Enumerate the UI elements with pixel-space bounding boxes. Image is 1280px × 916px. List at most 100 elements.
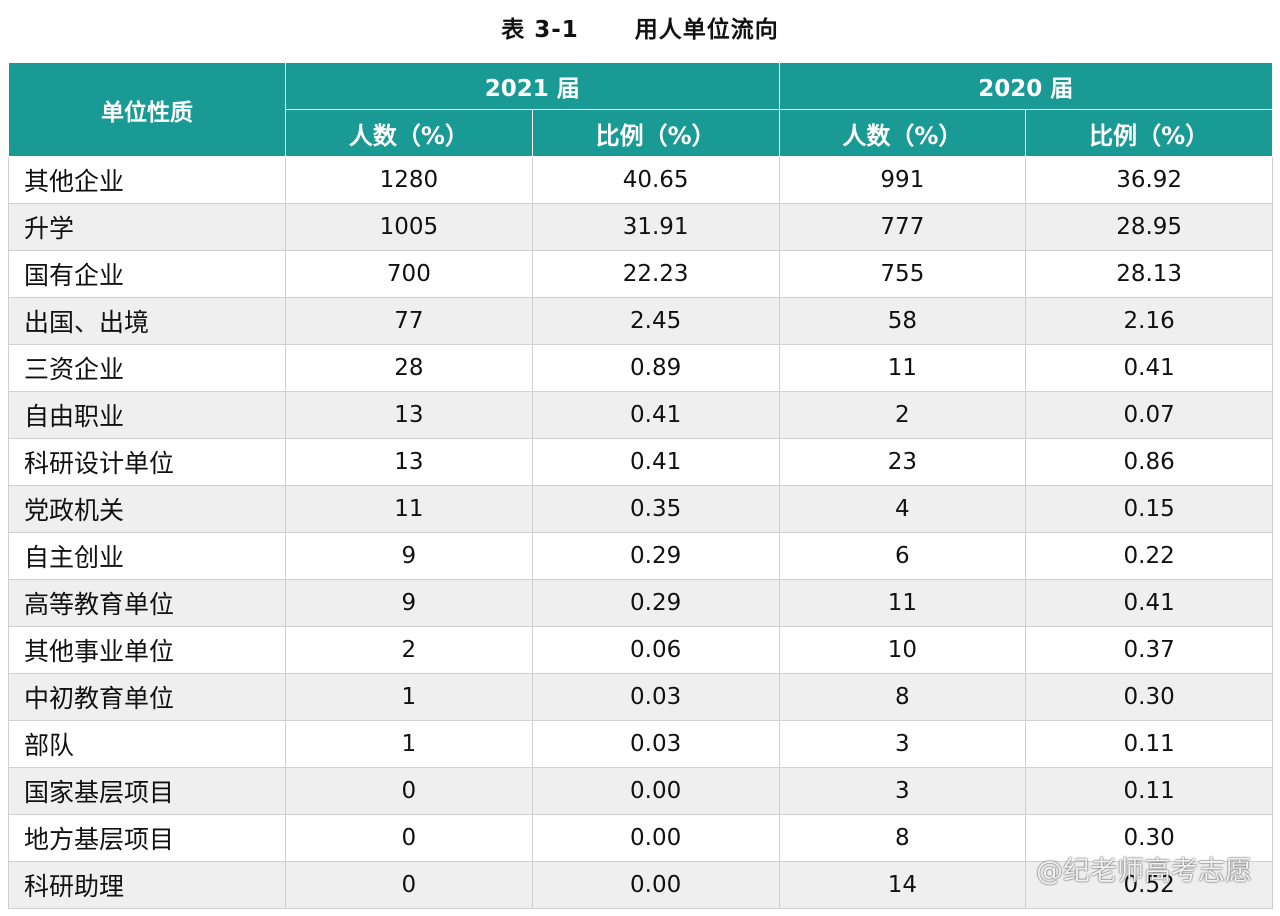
count-2020-cell: 6 <box>778 532 1027 580</box>
table-body: 其他企业 1280 40.65 991 36.92 升学 1005 31.91 777 28.95… <box>8 156 1273 909</box>
ratio-2020-cell: 0.11 <box>1025 767 1273 815</box>
count-2021-cell: 11 <box>285 485 533 533</box>
unit-type-cell: 国家基层项目 <box>8 767 286 815</box>
table-row: 党政机关 11 0.35 4 0.15 <box>8 485 1273 533</box>
table-row: 国家基层项目 0 0.00 3 0.11 <box>8 767 1273 815</box>
count-2020-cell: 10 <box>778 626 1027 674</box>
ratio-2021-cell: 40.65 <box>531 156 780 204</box>
header-2020-count: 人数（%） <box>778 109 1027 157</box>
count-2021-cell: 1 <box>285 673 533 721</box>
ratio-2020-cell: 36.92 <box>1025 156 1273 204</box>
table-row: 地方基层项目 0 0.00 8 0.30 <box>8 814 1273 862</box>
count-2021-cell: 2 <box>285 626 533 674</box>
header-group-2021: 2021 届 <box>285 62 780 110</box>
header-2021-count: 人数（%） <box>285 109 533 157</box>
count-2021-cell: 0 <box>285 861 533 909</box>
count-2020-cell: 23 <box>778 438 1027 486</box>
unit-type-cell: 部队 <box>8 720 286 768</box>
table-row: 升学 1005 31.91 777 28.95 <box>8 203 1273 251</box>
unit-type-cell: 其他事业单位 <box>8 626 286 674</box>
table-row: 三资企业 28 0.89 11 0.41 <box>8 344 1273 392</box>
header-2020-ratio: 比例（%） <box>1025 109 1273 157</box>
ratio-2020-cell: 0.41 <box>1025 344 1273 392</box>
count-2020-cell: 3 <box>778 767 1027 815</box>
count-2020-cell: 14 <box>778 861 1027 909</box>
count-2021-cell: 0 <box>285 767 533 815</box>
ratio-2020-cell: 28.95 <box>1025 203 1273 251</box>
count-2021-cell: 1 <box>285 720 533 768</box>
table-row: 其他企业 1280 40.65 991 36.92 <box>8 156 1273 204</box>
unit-type-cell: 科研设计单位 <box>8 438 286 486</box>
table-row: 国有企业 700 22.23 755 28.13 <box>8 250 1273 298</box>
ratio-2021-cell: 0.89 <box>531 344 780 392</box>
table-row: 高等教育单位 9 0.29 11 0.41 <box>8 579 1273 627</box>
unit-type-cell: 国有企业 <box>8 250 286 298</box>
unit-type-cell: 自由职业 <box>8 391 286 439</box>
count-2021-cell: 28 <box>285 344 533 392</box>
count-2021-cell: 9 <box>285 579 533 627</box>
count-2020-cell: 11 <box>778 579 1027 627</box>
unit-type-cell: 出国、出境 <box>8 297 286 345</box>
unit-type-cell: 其他企业 <box>8 156 286 204</box>
count-2021-cell: 1005 <box>285 203 533 251</box>
ratio-2021-cell: 0.03 <box>531 673 780 721</box>
ratio-2020-cell: 0.52 <box>1025 861 1273 909</box>
table-row: 自主创业 9 0.29 6 0.22 <box>8 532 1273 580</box>
table-title: 用人单位流向 <box>634 17 779 43</box>
ratio-2020-cell: 0.11 <box>1025 720 1273 768</box>
table-row: 科研助理 0 0.00 14 0.52 <box>8 861 1273 909</box>
table-row: 其他事业单位 2 0.06 10 0.37 <box>8 626 1273 674</box>
unit-type-cell: 三资企业 <box>8 344 286 392</box>
header-group-2020: 2020 届 <box>778 62 1273 110</box>
count-2020-cell: 991 <box>778 156 1027 204</box>
ratio-2020-cell: 2.16 <box>1025 297 1273 345</box>
ratio-2021-cell: 0.29 <box>531 532 780 580</box>
ratio-2021-cell: 0.00 <box>531 861 780 909</box>
count-2021-cell: 700 <box>285 250 533 298</box>
ratio-2021-cell: 2.45 <box>531 297 780 345</box>
ratio-2020-cell: 0.15 <box>1025 485 1273 533</box>
ratio-2020-cell: 0.41 <box>1025 579 1273 627</box>
count-2020-cell: 4 <box>778 485 1027 533</box>
table-row: 中初教育单位 1 0.03 8 0.30 <box>8 673 1273 721</box>
count-2021-cell: 13 <box>285 438 533 486</box>
table-row: 自由职业 13 0.41 2 0.07 <box>8 391 1273 439</box>
ratio-2021-cell: 0.00 <box>531 767 780 815</box>
watermark: @纪老师高考志愿 <box>1036 856 1252 887</box>
ratio-2020-cell: 0.37 <box>1025 626 1273 674</box>
count-2020-cell: 2 <box>778 391 1027 439</box>
header-unit-type: 单位性质 <box>8 62 286 157</box>
count-2020-cell: 755 <box>778 250 1027 298</box>
unit-type-cell: 升学 <box>8 203 286 251</box>
table-number: 表 3-1 <box>501 17 579 43</box>
ratio-2021-cell: 0.41 <box>531 438 780 486</box>
table-caption: 表 3-1 用人单位流向 <box>0 12 1280 48</box>
ratio-2020-cell: 0.30 <box>1025 673 1273 721</box>
ratio-2021-cell: 0.35 <box>531 485 780 533</box>
count-2021-cell: 1280 <box>285 156 533 204</box>
unit-type-cell: 科研助理 <box>8 861 286 909</box>
ratio-2021-cell: 31.91 <box>531 203 780 251</box>
ratio-2021-cell: 22.23 <box>531 250 780 298</box>
ratio-2020-cell: 28.13 <box>1025 250 1273 298</box>
table-row: 部队 1 0.03 3 0.11 <box>8 720 1273 768</box>
count-2020-cell: 777 <box>778 203 1027 251</box>
count-2020-cell: 3 <box>778 720 1027 768</box>
count-2020-cell: 8 <box>778 814 1027 862</box>
count-2021-cell: 77 <box>285 297 533 345</box>
ratio-2021-cell: 0.00 <box>531 814 780 862</box>
ratio-2021-cell: 0.03 <box>531 720 780 768</box>
employer-destination-table: 单位性质 2021 届 2020 届 人数（%） 比例（%） 人数（%） 比例（… <box>8 62 1273 909</box>
ratio-2020-cell: 0.86 <box>1025 438 1273 486</box>
count-2020-cell: 58 <box>778 297 1027 345</box>
unit-type-cell: 党政机关 <box>8 485 286 533</box>
ratio-2020-cell: 0.07 <box>1025 391 1273 439</box>
ratio-2020-cell: 0.22 <box>1025 532 1273 580</box>
unit-type-cell: 高等教育单位 <box>8 579 286 627</box>
ratio-2021-cell: 0.06 <box>531 626 780 674</box>
unit-type-cell: 自主创业 <box>8 532 286 580</box>
count-2020-cell: 8 <box>778 673 1027 721</box>
count-2021-cell: 0 <box>285 814 533 862</box>
unit-type-cell: 地方基层项目 <box>8 814 286 862</box>
table-row: 出国、出境 77 2.45 58 2.16 <box>8 297 1273 345</box>
